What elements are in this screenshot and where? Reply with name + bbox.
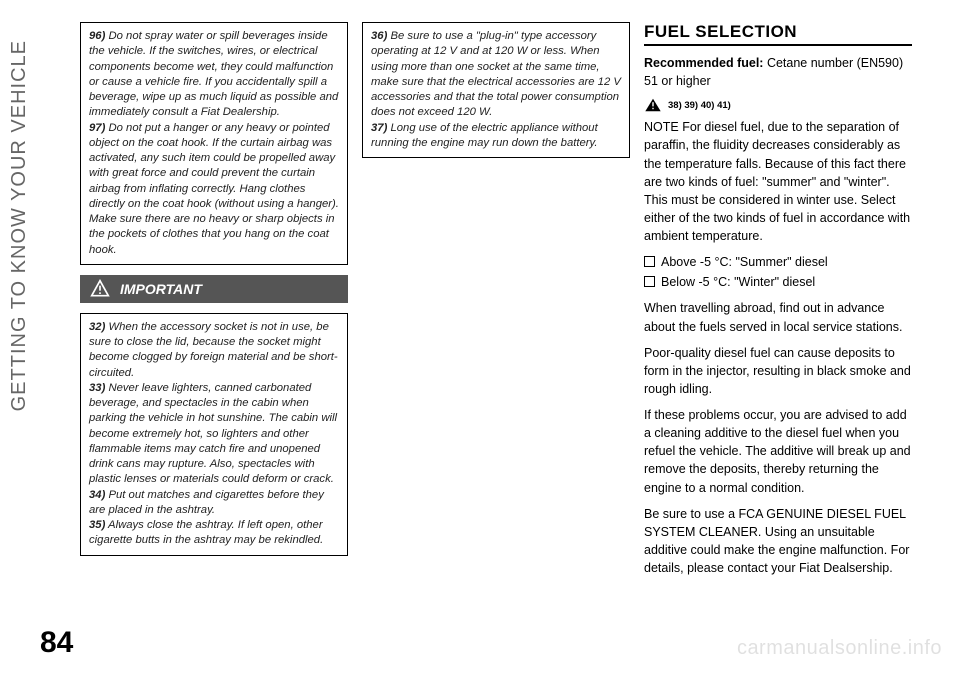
- column-2: 36) Be sure to use a "plug-in" type acce…: [362, 22, 630, 585]
- paragraph-travel: When travelling abroad, find out in adva…: [644, 299, 912, 335]
- warning-triangle-icon: [90, 279, 110, 299]
- column-1: 96) Do not spray water or spill beverage…: [80, 22, 348, 585]
- recommended-fuel-label: Recommended fuel:: [644, 56, 767, 70]
- section-title-vertical: GETTING TO KNOW YOUR VEHICLE: [8, 40, 31, 411]
- note-text-32: When the accessory socket is not in use,…: [89, 321, 338, 379]
- note-number-36: 36): [371, 30, 387, 42]
- warning-refs: 38) 39) 40) 41): [668, 100, 731, 111]
- manual-page: GETTING TO KNOW YOUR VEHICLE 84 96) Do n…: [0, 0, 960, 678]
- warning-refs-line: 38) 39) 40) 41): [644, 98, 912, 112]
- warning-box-96-97: 96) Do not spray water or spill beverage…: [80, 22, 348, 265]
- note-text-36: Be sure to use a "plug-in" type accessor…: [371, 30, 621, 118]
- note-number-33: 33): [89, 382, 105, 394]
- square-bullet-icon: [644, 256, 655, 267]
- note-paragraph: NOTE For diesel fuel, due to the separat…: [644, 118, 912, 245]
- column-3: FUEL SELECTION Recommended fuel: Cetane …: [644, 22, 912, 585]
- note-number-97: 97): [89, 122, 105, 134]
- bullet-winter: Below -5 °C: "Winter" diesel: [644, 273, 912, 291]
- page-number: 84: [40, 626, 73, 660]
- important-bar: IMPORTANT: [80, 275, 348, 303]
- note-number-35: 35): [89, 519, 105, 531]
- note-text-97: Do not put a hanger or any heavy or poin…: [89, 122, 339, 256]
- note-number-32: 32): [89, 321, 105, 333]
- fuel-selection-heading: FUEL SELECTION: [644, 22, 912, 46]
- important-label: IMPORTANT: [120, 281, 202, 297]
- note-text-96: Do not spray water or spill beverages in…: [89, 30, 338, 118]
- bullet-summer: Above -5 °C: "Summer" diesel: [644, 253, 912, 271]
- warning-box-32-35: 32) When the accessory socket is not in …: [80, 313, 348, 556]
- note-text-37: Long use of the electric appliance witho…: [371, 122, 598, 149]
- square-bullet-icon: [644, 276, 655, 287]
- note-number-34: 34): [89, 489, 105, 501]
- paragraph-additive: If these problems occur, you are advised…: [644, 406, 912, 497]
- note-number-96: 96): [89, 30, 105, 42]
- paragraph-quality: Poor-quality diesel fuel can cause depos…: [644, 344, 912, 398]
- bullet-summer-text: Above -5 °C: "Summer" diesel: [661, 253, 828, 271]
- watermark: carmanualsonline.info: [737, 637, 942, 660]
- paragraph-cleaner: Be sure to use a FCA GENUINE DIESEL FUEL…: [644, 505, 912, 578]
- note-text-33: Never leave lighters, canned carbonated …: [89, 382, 337, 486]
- note-text-35: Always close the ashtray. If left open, …: [89, 519, 323, 546]
- note-text-34: Put out matches and cigarettes before th…: [89, 489, 324, 516]
- warning-box-36-37: 36) Be sure to use a "plug-in" type acce…: [362, 22, 630, 158]
- bullet-winter-text: Below -5 °C: "Winter" diesel: [661, 273, 815, 291]
- warning-triangle-icon: [644, 98, 662, 112]
- note-number-37: 37): [371, 122, 387, 134]
- recommended-fuel-line: Recommended fuel: Cetane number (EN590) …: [644, 54, 912, 90]
- content-columns: 96) Do not spray water or spill beverage…: [80, 22, 912, 585]
